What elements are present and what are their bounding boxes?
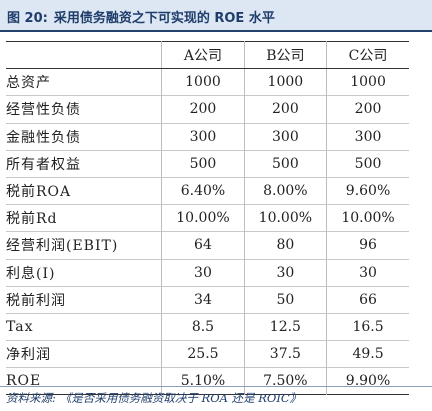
row-label: 总资产 (6, 68, 163, 96)
header-company-a: A公司 (161, 41, 245, 70)
cell-company-a: 25.5 (161, 340, 245, 368)
cell-company-a: 300 (161, 122, 245, 151)
table-row: 税前Rd 10.00% 10.00% 10.00% (6, 204, 409, 232)
row-label: 金融性负债 (6, 122, 163, 151)
header-blank (6, 41, 163, 70)
cell-company-b: 1000 (244, 68, 328, 96)
cell-company-b: 80 (244, 231, 328, 259)
cell-company-c: 49.5 (326, 340, 409, 368)
table-row: 税前利润 34 50 66 (6, 285, 409, 314)
cell-company-b: 7.50% (244, 367, 328, 395)
row-label: 税前利润 (6, 285, 163, 314)
source-label: 资料来源: (6, 391, 56, 405)
cell-company-a: 64 (161, 231, 245, 259)
cell-company-b: 37.5 (244, 340, 328, 368)
table-row: 金融性负债 300 300 300 (6, 122, 409, 151)
cell-company-b: 50 (244, 285, 328, 314)
source-text: 《是否采用债务融资取决于 ROA 还是 ROIC》 (59, 391, 302, 405)
figure-number: 图 20: (7, 11, 48, 26)
cell-company-c: 30 (326, 258, 409, 287)
row-label: 经营性负债 (6, 95, 163, 124)
cell-company-b: 300 (244, 122, 328, 151)
cell-company-b: 12.5 (244, 312, 328, 341)
row-label: 经营利润(EBIT) (6, 231, 163, 259)
table-row: ROE 5.10% 7.50% 9.90% (6, 367, 409, 395)
row-label: 税前Rd (6, 204, 163, 232)
cell-company-b: 8.00% (244, 176, 328, 205)
table-row: 所有者权益 500 500 500 (6, 149, 409, 178)
table-row: 经营利润(EBIT) 64 80 96 (6, 231, 409, 259)
cell-company-a: 30 (161, 258, 245, 287)
header-company-b: B公司 (244, 41, 328, 70)
cell-company-a: 1000 (161, 68, 245, 96)
cell-company-a: 10.00% (161, 204, 245, 232)
table-row: 税前ROA 6.40% 8.00% 9.60% (6, 176, 409, 205)
source-note: 资料来源: 《是否采用债务融资取决于 ROA 还是 ROIC》 (6, 390, 301, 406)
row-label: 所有者权益 (6, 149, 163, 178)
cell-company-c: 10.00% (326, 204, 409, 232)
figure-title-text: 采用债务融资之下可实现的 ROE 水平 (53, 11, 275, 26)
row-label: 税前ROA (6, 176, 163, 205)
cell-company-a: 34 (161, 285, 245, 314)
cell-company-c: 500 (326, 149, 409, 178)
cell-company-c: 300 (326, 122, 409, 151)
row-label: 净利润 (6, 340, 163, 368)
table-body: 总资产 1000 1000 1000 经营性负债 200 200 200 金融性负债 300 300… (6, 68, 409, 395)
cell-company-a: 8.5 (161, 312, 245, 341)
row-label: ROE (6, 367, 163, 395)
table-row: 经营性负债 200 200 200 (6, 95, 409, 124)
table-row: Tax 8.5 12.5 16.5 (6, 312, 409, 341)
cell-company-a: 6.40% (161, 176, 245, 205)
cell-company-c: 96 (326, 231, 409, 259)
bottom-divider (0, 386, 432, 387)
row-label: Tax (6, 312, 163, 341)
table-row: 利息(I) 30 30 30 (6, 258, 409, 287)
cell-company-c: 200 (326, 95, 409, 124)
cell-company-a: 5.10% (161, 367, 245, 395)
cell-company-b: 200 (244, 95, 328, 124)
cell-company-c: 66 (326, 285, 409, 314)
table-row: 总资产 1000 1000 1000 (6, 68, 409, 96)
cell-company-c: 1000 (350, 74, 386, 91)
cell-company-c: 16.5 (326, 312, 409, 341)
figure-title-bar: 图 20: 采用债务融资之下可实现的 ROE 水平 (0, 0, 432, 32)
cell-company-a: 200 (161, 95, 245, 124)
table-header-row: A公司 B公司 C公司 (6, 41, 409, 70)
cell-company-a: 500 (161, 149, 245, 178)
cell-company-c: 9.90% (326, 367, 409, 395)
cell-company-b: 500 (244, 149, 328, 178)
comparison-table: A公司 B公司 C公司 总资产 1000 1000 1000 经营性负债 200 200 20… (6, 41, 409, 396)
cell-company-b: 10.00% (244, 204, 328, 232)
figure-title: 图 20: 采用债务融资之下可实现的 ROE 水平 (7, 7, 275, 26)
cell-company-c: 9.60% (326, 176, 409, 205)
header-company-c: C公司 (326, 41, 409, 70)
cell-company-b: 30 (244, 258, 328, 287)
table-row: 净利润 25.5 37.5 49.5 (6, 340, 409, 368)
row-label: 利息(I) (6, 258, 163, 287)
